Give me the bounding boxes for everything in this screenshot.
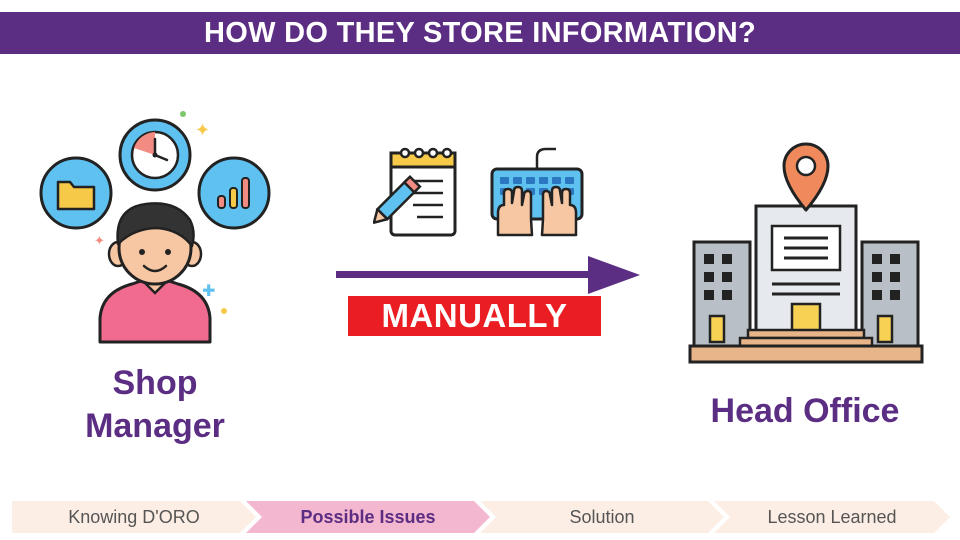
location-pin-icon xyxy=(782,142,830,212)
shop-manager-label-line2: Manager xyxy=(85,406,225,445)
manually-label: MANUALLY xyxy=(348,296,601,336)
step-solution[interactable]: Solution xyxy=(569,506,635,527)
step-shape-4 xyxy=(714,501,950,533)
keyboard-hands-icon xyxy=(490,147,584,237)
person-icon xyxy=(98,202,212,344)
progress-steps: Knowing D'ORO Possible Issues Solution L… xyxy=(12,501,950,533)
shop-manager-label: Shop Manager xyxy=(60,362,250,447)
page-title: HOW DO THEY STORE INFORMATION? xyxy=(0,12,960,54)
clock-icon xyxy=(118,118,192,192)
step-lesson-learned[interactable]: Lesson Learned xyxy=(767,506,897,527)
step-shape-3 xyxy=(480,501,724,533)
head-office-illustration xyxy=(688,142,924,364)
svg-text:✦: ✦ xyxy=(195,120,210,141)
step-possible-issues[interactable]: Possible Issues xyxy=(300,506,436,527)
head-office-label: Head Office xyxy=(710,392,900,430)
svg-text:✦: ✦ xyxy=(94,234,105,249)
bar-chart-icon xyxy=(197,156,271,230)
shop-manager-label-line1: Shop xyxy=(112,364,198,402)
folder-icon xyxy=(39,156,113,230)
shop-manager-illustration: ✦ ✦ ✚ xyxy=(39,111,271,344)
svg-text:✚: ✚ xyxy=(202,281,215,300)
step-shape-2 xyxy=(246,501,490,533)
arrow-right-icon xyxy=(336,256,640,294)
step-knowing-doro[interactable]: Knowing D'ORO xyxy=(68,506,200,527)
step-shape-1 xyxy=(12,501,256,533)
notepad-pencil-icon xyxy=(373,147,457,237)
progress-steps-shapes xyxy=(12,501,950,533)
